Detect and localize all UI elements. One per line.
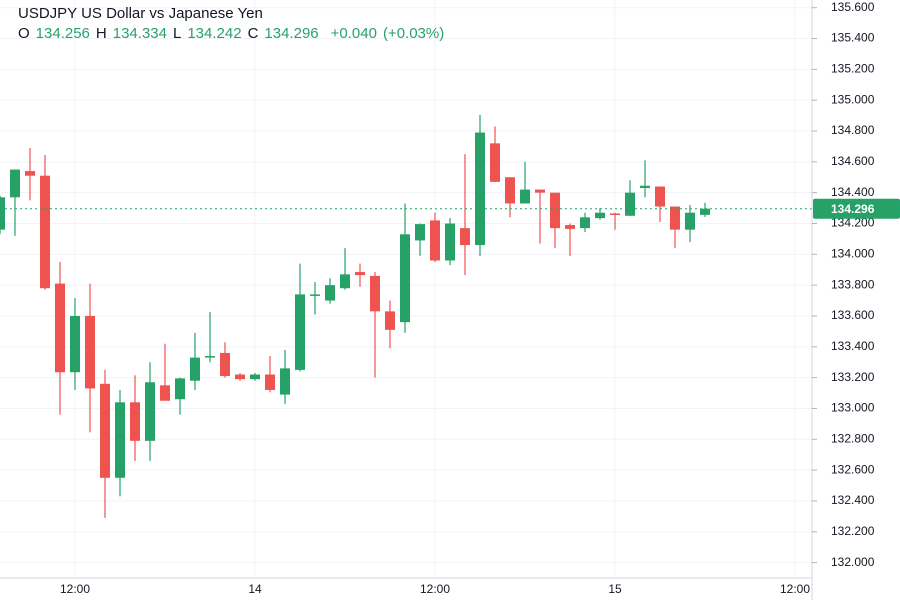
price-axis: [812, 0, 900, 600]
candle-body: [580, 217, 590, 229]
candle-body: [85, 315, 95, 389]
candle-body: [10, 169, 20, 198]
y-tick-label: 133.400: [831, 339, 875, 353]
change-percent: (+0.03%): [383, 25, 444, 42]
x-tick-label: 15: [608, 582, 622, 596]
candle-body: [100, 383, 110, 478]
candle-body: [0, 197, 5, 230]
candle-body: [235, 374, 245, 380]
ohlc-value: 134.242: [187, 25, 241, 42]
last-price-badge: [813, 198, 900, 219]
candle-body: [280, 368, 290, 395]
y-tick-label: 135.400: [831, 31, 875, 45]
candle-body: [460, 228, 470, 246]
candle-body: [325, 285, 335, 301]
y-tick-label: 134.800: [831, 123, 875, 137]
candle-body: [625, 192, 635, 216]
candle-body: [430, 220, 440, 261]
change: +0.040: [331, 25, 377, 42]
y-tick-label: 133.000: [831, 401, 875, 415]
candle-body: [130, 402, 140, 441]
candle-body: [175, 378, 185, 400]
axis-labels: 132.000 132.200 132.400 132.600 132.800 133.0…: [60, 0, 875, 596]
candle-body: [310, 294, 320, 296]
candle-body: [640, 185, 650, 189]
y-tick-label: 132.800: [831, 431, 875, 445]
candle-body: [565, 225, 575, 229]
y-tick-label: 134.200: [831, 216, 875, 230]
y-tick-label: 133.600: [831, 308, 875, 322]
candle-body: [655, 186, 665, 207]
candle-body: [610, 213, 620, 215]
x-tick-label: 12:00: [780, 582, 810, 596]
candle-body: [145, 382, 155, 441]
candle-body: [160, 385, 170, 401]
candle-body: [205, 356, 215, 358]
candle-body: [505, 177, 515, 204]
ohlc-value: 134.256: [36, 25, 90, 42]
symbol-title: USDJPY US Dollar vs Japanese Yen: [18, 5, 263, 22]
y-tick-label: 135.200: [831, 62, 875, 76]
y-tick-label: 132.200: [831, 524, 875, 538]
candle-body: [415, 224, 425, 241]
ohlc-key: C: [248, 25, 259, 42]
candle-body: [535, 189, 545, 193]
legend-header: USDJPY US Dollar vs Japanese Yen O 134.25…: [18, 5, 444, 42]
candle-body: [265, 374, 275, 390]
candle-body: [685, 212, 695, 230]
x-tick-label: 12:00: [60, 582, 90, 596]
candle-body: [700, 208, 710, 215]
x-tick-label: 12:00: [420, 582, 450, 596]
y-tick-label: 135.600: [831, 0, 875, 14]
ohlc-key: L: [173, 25, 181, 42]
y-tick-label: 134.000: [831, 246, 875, 260]
candle-body: [370, 275, 380, 312]
candles: [0, 114, 710, 518]
candle-body: [355, 272, 365, 276]
ohlc-key: H: [96, 25, 107, 42]
candle-body: [595, 212, 605, 219]
candle-body: [445, 223, 455, 261]
candle-body: [220, 352, 230, 377]
candle-body: [670, 206, 680, 230]
y-tick-label: 135.000: [831, 92, 875, 106]
y-tick-label: 133.200: [831, 370, 875, 384]
ohlc-value: 134.334: [113, 25, 167, 42]
y-tick-label: 134.400: [831, 185, 875, 199]
candle-body: [490, 143, 500, 182]
ohlc-value: 134.296: [264, 25, 318, 42]
candle-body: [25, 171, 35, 176]
x-tick-label: 14: [248, 582, 262, 596]
candle-body: [190, 357, 200, 381]
candle-body: [295, 294, 305, 370]
candle-body: [55, 283, 65, 373]
last-price-label: 134.296: [831, 202, 875, 216]
candle-body: [40, 175, 50, 289]
y-tick-label: 133.800: [831, 277, 875, 291]
candle-body: [475, 132, 485, 246]
y-tick-label: 134.600: [831, 154, 875, 168]
candle-body: [70, 315, 80, 373]
candle-body: [400, 234, 410, 323]
candle-body: [550, 192, 560, 229]
candle-body: [520, 189, 530, 204]
y-tick-label: 132.400: [831, 493, 875, 507]
candle-body: [115, 402, 125, 478]
ohlc-key: O: [18, 25, 30, 42]
candle-body: [385, 311, 395, 330]
candle-body: [250, 374, 260, 380]
y-tick-label: 132.600: [831, 462, 875, 476]
y-tick-label: 132.000: [831, 555, 875, 569]
candle-body: [340, 274, 350, 289]
